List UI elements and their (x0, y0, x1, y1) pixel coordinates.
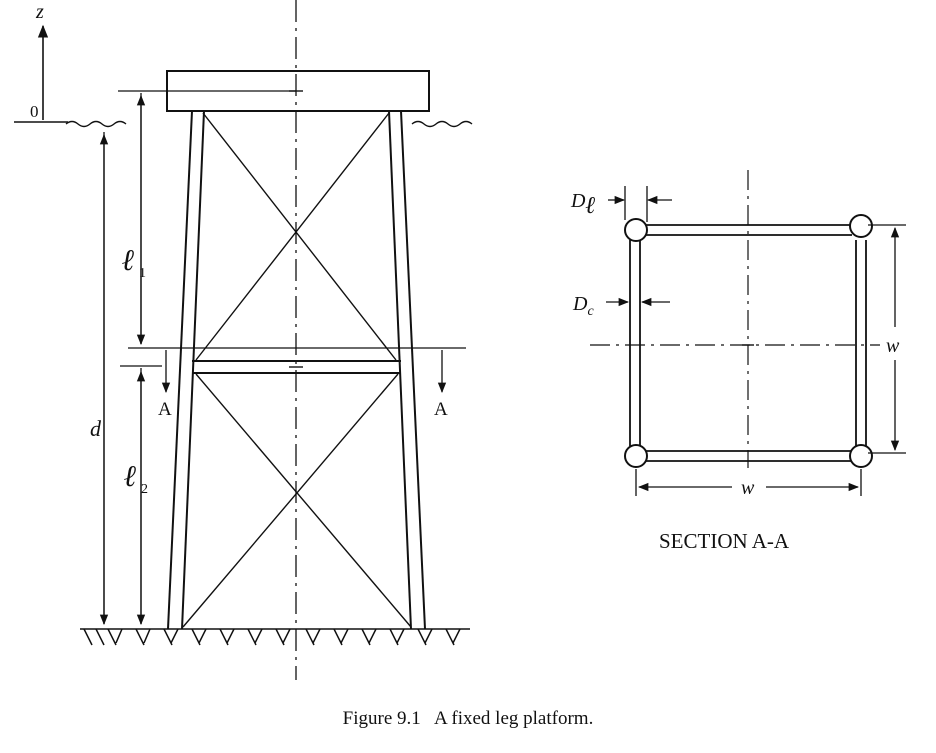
l2-subscript: 2 (141, 482, 148, 497)
zero-level-label: 0 (30, 102, 39, 121)
dimension-l1 (118, 90, 296, 346)
figure-caption: Figure 9.1 A fixed leg platform. (0, 708, 936, 730)
z-axis-label: z (35, 1, 44, 23)
section-a-a-plan: Dℓ Dc w w SECTION A-A (570, 170, 906, 553)
water-surface (14, 120, 473, 128)
l1-symbol: ℓ (122, 244, 135, 277)
dl-label: Dℓ (570, 190, 596, 219)
section-marker-left: A (158, 350, 172, 420)
d-label: d (90, 416, 102, 441)
l1-subscript: 1 (139, 266, 146, 281)
caption-number: Figure 9.1 (342, 708, 421, 729)
w-right-label: w (886, 335, 900, 357)
section-marker-right: A (434, 350, 448, 420)
section-line (120, 347, 466, 367)
l1-label: ℓ 1 (122, 244, 146, 281)
section-marker-right-label: A (434, 399, 448, 420)
section-marker-left-label: A (158, 399, 172, 420)
caption-text: A fixed leg platform. (433, 708, 594, 729)
l2-symbol: ℓ (124, 460, 137, 493)
structure-centerline (289, 0, 303, 680)
x-bracing (182, 112, 412, 628)
section-title: SECTION A-A (659, 529, 790, 553)
w-bottom-label: w (741, 477, 755, 499)
platform-legs (167, 110, 426, 630)
l2-label: ℓ 2 (124, 460, 148, 497)
fixed-leg-platform-figure: z 0 (14, 0, 906, 680)
dc-label: Dc (572, 293, 594, 319)
z-axis: z 0 (30, 1, 49, 121)
seabed (80, 628, 470, 646)
